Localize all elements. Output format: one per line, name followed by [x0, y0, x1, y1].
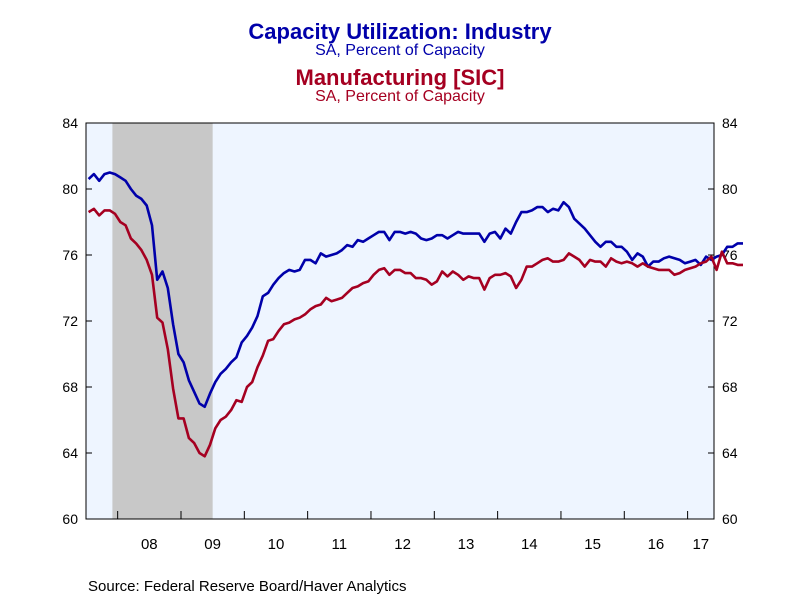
- x-tick-label: 08: [141, 536, 158, 553]
- y-tick-label-left: 64: [62, 445, 78, 461]
- y-tick-label-right: 64: [722, 445, 738, 461]
- y-tick-label-left: 76: [62, 247, 78, 263]
- x-tick-label: 10: [268, 536, 285, 553]
- source-note: Source: Federal Reserve Board/Haver Anal…: [88, 578, 407, 595]
- series-line-industry: [87, 171, 743, 409]
- y-tick-label-right: 72: [722, 313, 738, 329]
- x-tick-label: 14: [521, 536, 538, 553]
- x-tick-label: 17: [692, 536, 709, 553]
- y-tick-label-left: 84: [62, 115, 78, 131]
- x-tick-label: 11: [332, 536, 348, 553]
- y-tick-label-right: 80: [722, 181, 738, 197]
- y-tick-label-left: 80: [62, 181, 78, 197]
- y-tick-label-right: 60: [722, 511, 738, 527]
- x-tick-label: 09: [204, 536, 221, 553]
- chart-subtitle-industry: SA, Percent of Capacity: [315, 42, 485, 59]
- y-tick-label-left: 68: [62, 379, 78, 395]
- y-tick-label-left: 60: [62, 511, 78, 527]
- y-tick-label-left: 72: [62, 313, 78, 329]
- chart-subtitle-manufacturing: SA, Percent of Capacity: [315, 88, 485, 105]
- x-tick-label: 13: [458, 536, 475, 553]
- x-tick-label: 16: [648, 536, 665, 553]
- x-tick-label: 15: [584, 536, 601, 553]
- chart-title-manufacturing: Manufacturing [SIC]: [295, 65, 505, 90]
- chart-title-industry: Capacity Utilization: Industry: [248, 19, 552, 44]
- x-tick-label: 12: [394, 536, 411, 553]
- series-line-manufacturing: [87, 207, 743, 458]
- y-tick-label-right: 68: [722, 379, 738, 395]
- y-tick-label-right: 84: [722, 115, 738, 131]
